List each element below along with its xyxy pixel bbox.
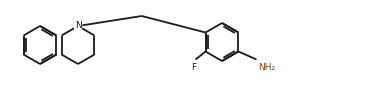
Text: N: N (75, 21, 81, 30)
Text: NH₂: NH₂ (258, 63, 276, 72)
Text: F: F (191, 63, 196, 72)
